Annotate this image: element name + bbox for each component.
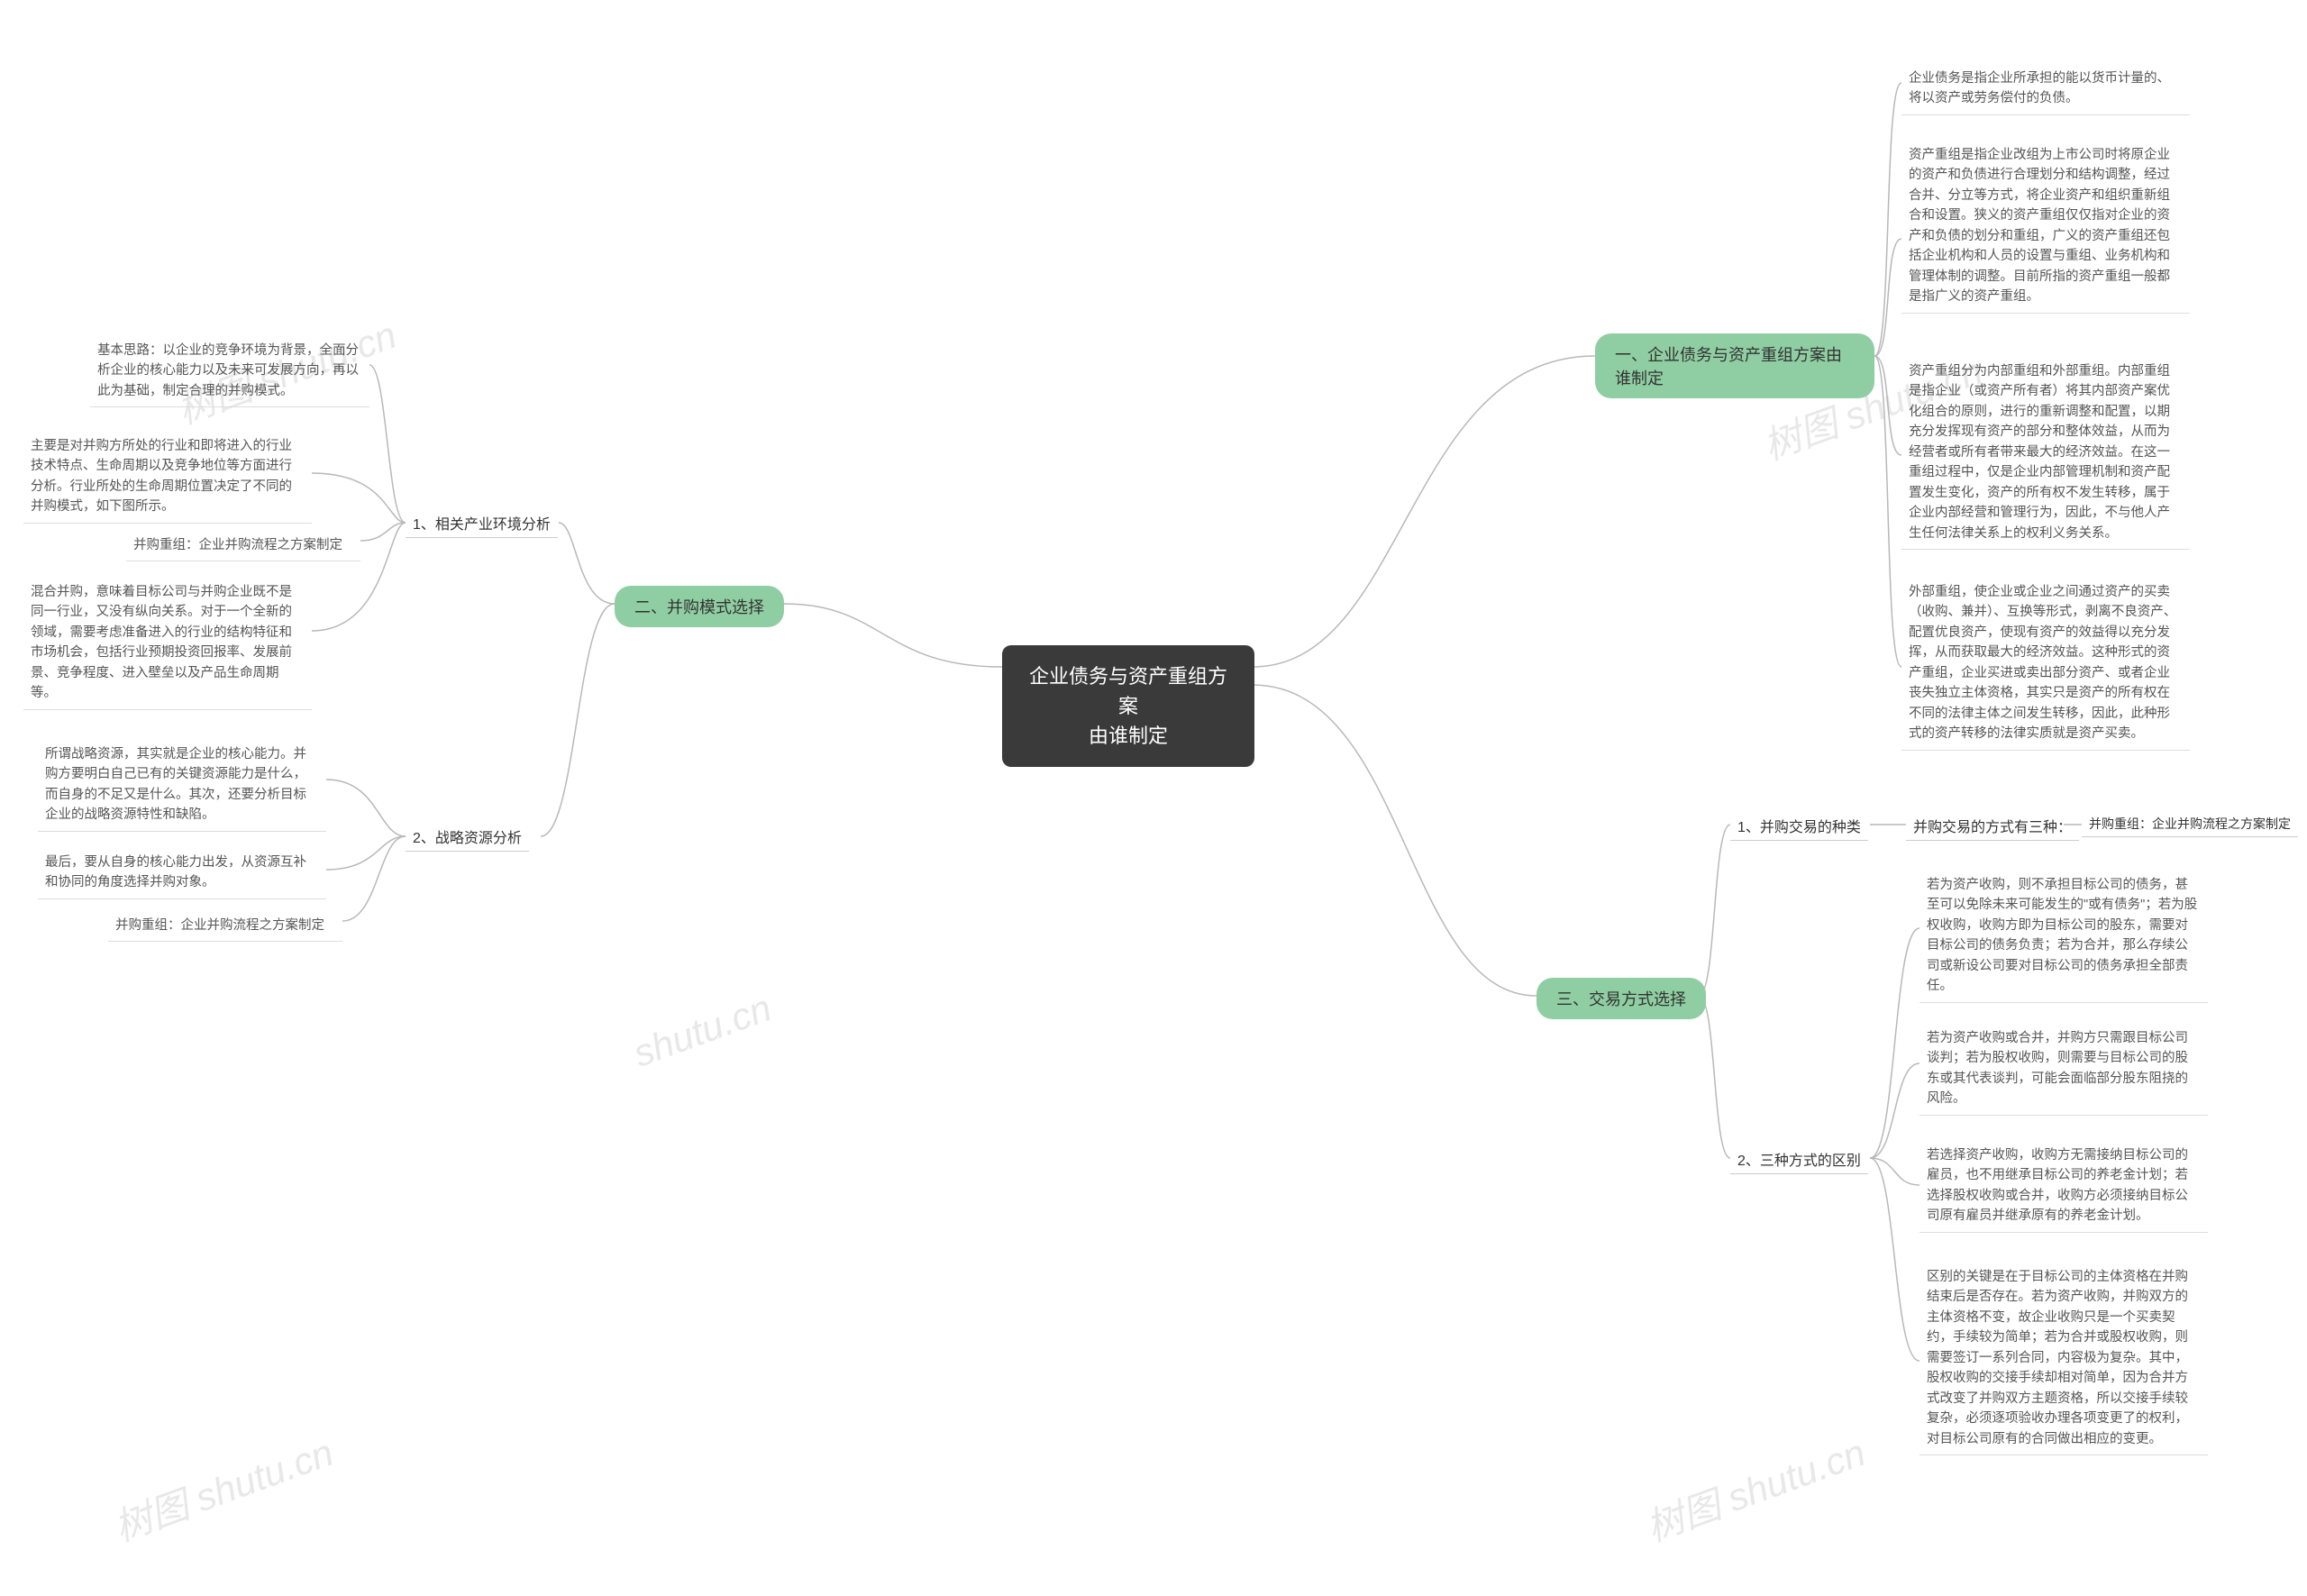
b3-sub1-chain-1: 并购重组：企业并购流程之方案制定 xyxy=(2082,811,2298,837)
watermark: shutu.cn xyxy=(628,986,778,1075)
b2-sub1-leaf-2: 并购重组：企业并购流程之方案制定 xyxy=(126,530,360,561)
branch-2-label: 二、并购模式选择 xyxy=(634,598,764,616)
b3-sub2-leaf-2: 若选择资产收购，收购方无需接纳目标公司的雇员，也不用继承目标公司的养老金计划；若… xyxy=(1919,1140,2208,1233)
branch-2[interactable]: 二、并购模式选择 xyxy=(615,586,784,627)
branch-3-label: 三、交易方式选择 xyxy=(1556,990,1686,1008)
b3-sub1[interactable]: 1、并购交易的种类 xyxy=(1730,811,1868,841)
branch-3[interactable]: 三、交易方式选择 xyxy=(1536,978,1706,1019)
b1-leaf-2: 资产重组分为内部重组和外部重组。内部重组是指企业（或资产所有者）将其内部资产案优… xyxy=(1901,356,2190,550)
b3-sub2-leaf-1: 若为资产收购或合并，并购方只需跟目标公司谈判；若为股权收购，则需要与目标公司的股… xyxy=(1919,1023,2208,1116)
b1-leaf-3: 外部重组，使企业或企业之间通过资产的买卖（收购、兼并）、互换等形式，剥离不良资产… xyxy=(1901,577,2190,751)
b2-sub1-leaf-0: 基本思路：以企业的竞争环境为背景，全面分析企业的核心能力以及未来可发展方向，再以… xyxy=(90,335,369,407)
b2-sub1-leaf-1: 主要是对并购方所处的行业和即将进入的行业技术特点、生命周期以及竞争地位等方面进行… xyxy=(23,431,312,524)
b3-sub2-leaf-3: 区别的关键是在于目标公司的主体资格在并购结束后是否存在。若为资产收购，并购双方的… xyxy=(1919,1262,2208,1455)
b2-sub2-leaf-1: 最后，要从自身的核心能力出发，从资源互补和协同的角度选择并购对象。 xyxy=(38,847,326,899)
b1-leaf-0: 企业债务是指企业所承担的能以货币计量的、将以资产或劳务偿付的负债。 xyxy=(1901,63,2190,115)
branch-1[interactable]: 一、企业债务与资产重组方案由谁制定 xyxy=(1595,333,1874,398)
center-node[interactable]: 企业债务与资产重组方案 由谁制定 xyxy=(1002,645,1254,767)
b1-leaf-1: 资产重组是指企业改组为上市公司时将原企业的资产和负债进行合理划分和结构调整，经过… xyxy=(1901,140,2190,314)
b2-sub2-leaf-0: 所谓战略资源，其实就是企业的核心能力。并购方要明白自己已有的关键资源能力是什么，… xyxy=(38,739,326,832)
b2-sub1-leaf-3: 混合并购，意味着目标公司与并购企业既不是同一行业，又没有纵向关系。对于一个全新的… xyxy=(23,577,312,710)
b2-sub2[interactable]: 2、战略资源分析 xyxy=(406,822,529,852)
branch-1-label: 一、企业债务与资产重组方案由谁制定 xyxy=(1615,346,1842,388)
b2-sub1[interactable]: 1、相关产业环境分析 xyxy=(406,508,558,538)
watermark: 树图 shutu.cn xyxy=(1637,1422,1872,1552)
b3-sub1-chain-0: 并购交易的方式有三种： xyxy=(1906,811,2079,841)
b2-sub2-leaf-2: 并购重组：企业并购流程之方案制定 xyxy=(108,910,342,942)
center-line1: 企业债务与资产重组方案 xyxy=(1029,665,1227,717)
b3-sub2-leaf-0: 若为资产收购，则不承担目标公司的债务，甚至可以免除未来可能发生的"或有债务"；若… xyxy=(1919,870,2208,1003)
watermark: 树图 shutu.cn xyxy=(105,1422,340,1552)
center-line2: 由谁制定 xyxy=(1089,725,1168,747)
b3-sub2[interactable]: 2、三种方式的区别 xyxy=(1730,1145,1868,1174)
